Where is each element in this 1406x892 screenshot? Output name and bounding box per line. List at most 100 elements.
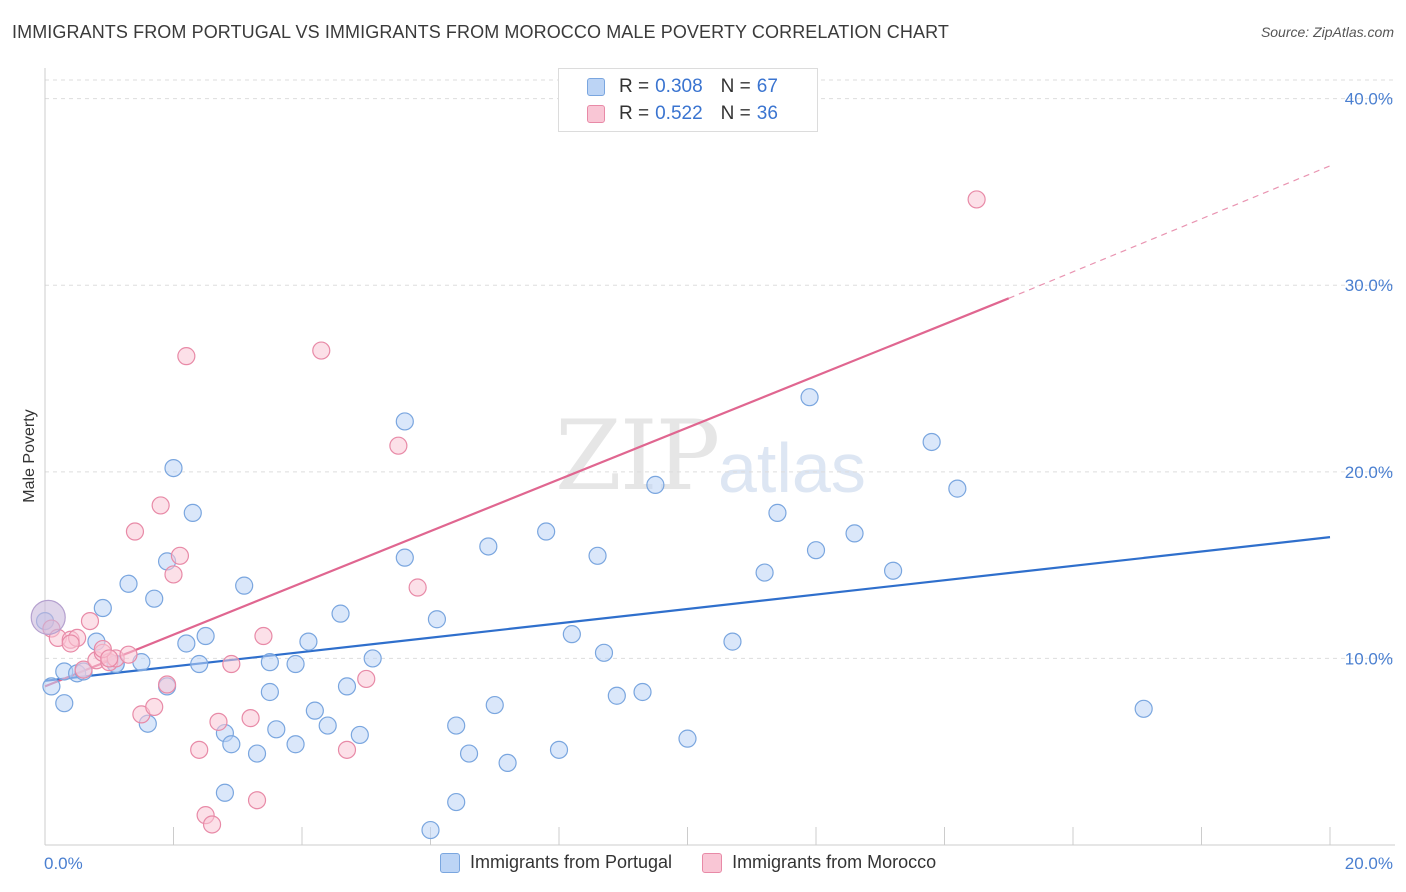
portugal-point <box>363 649 382 668</box>
tick-labels: 10.0% 20.0% 30.0% 40.0% 0.0% 20.0% <box>44 90 1393 873</box>
portugal-point <box>421 820 440 840</box>
morocco-point <box>61 634 80 653</box>
portugal-point <box>196 626 215 646</box>
morocco-swatch <box>702 852 723 873</box>
morocco-point <box>151 496 170 515</box>
portugal-point <box>562 625 581 644</box>
legend-row-morocco: R = 0.522 N = 36 <box>587 102 778 126</box>
morocco-point <box>202 815 222 834</box>
portugal-point <box>594 643 614 662</box>
x-tick-label: 20.0% <box>1345 854 1393 873</box>
portugal-point <box>93 598 112 618</box>
portugal-point <box>222 735 241 754</box>
legend-row-portugal: R = 0.308 N = 67 <box>587 75 778 99</box>
portugal-point <box>845 524 864 543</box>
y-axis-title: Male Poverty <box>21 409 38 502</box>
trend-lines <box>44 165 1331 688</box>
portugal-point <box>395 412 414 431</box>
morocco-point <box>247 791 267 810</box>
legend-n-label: N = <box>720 103 751 124</box>
morocco-point <box>408 578 427 597</box>
portugal-point <box>498 753 517 773</box>
legend-r-value: 0.308 <box>655 76 703 97</box>
portugal-point <box>55 694 74 713</box>
portugal-point <box>42 677 61 696</box>
portugal-point <box>549 740 569 759</box>
portugal-point <box>447 792 466 812</box>
morocco-trend-extension <box>1008 165 1331 299</box>
legend-label-portugal: Immigrants from Portugal <box>470 852 673 872</box>
legend-n-value: 67 <box>756 76 778 97</box>
legend-item-morocco[interactable]: Immigrants from Morocco <box>702 852 936 873</box>
portugal-point <box>190 654 209 674</box>
portugal-point <box>1134 699 1153 718</box>
morocco-point <box>157 675 177 694</box>
portugal-point <box>883 561 903 580</box>
portugal-point <box>459 744 479 763</box>
legend-r-label: R = <box>619 76 650 97</box>
portugal-point <box>247 744 267 763</box>
portugal-point <box>755 563 774 582</box>
morocco-point <box>254 626 273 646</box>
portugal-swatch <box>587 78 605 96</box>
morocco-point <box>177 347 196 366</box>
morocco-point <box>80 611 100 631</box>
morocco-point <box>119 645 138 664</box>
gridlines <box>45 79 1395 659</box>
morocco-point <box>389 436 408 455</box>
y-tick-label: 40.0% <box>1345 90 1393 109</box>
portugal-point <box>723 632 742 651</box>
legend-label-morocco: Immigrants from Morocco <box>732 852 937 872</box>
series-legend: Immigrants from Portugal Immigrants from… <box>440 852 966 873</box>
portugal-swatch <box>440 852 460 873</box>
portugal-point <box>318 716 337 735</box>
portugal-point <box>299 632 318 651</box>
morocco-point <box>125 522 145 541</box>
portugal-point <box>145 589 164 608</box>
portugal-point <box>30 599 66 635</box>
morocco-point <box>222 654 241 674</box>
portugal-point <box>177 634 196 653</box>
portugal-point <box>447 716 466 735</box>
portugal-point <box>119 574 138 593</box>
correlation-legend: R = 0.308 N = 67 R = 0.522 N = 36 <box>558 68 818 132</box>
morocco-point <box>312 341 331 360</box>
portugal-point <box>806 541 826 560</box>
portugal-trend-line <box>44 536 1331 682</box>
watermark-zip: ZIP <box>555 400 720 512</box>
portugal-point <box>588 546 607 565</box>
morocco-point <box>209 712 228 731</box>
x-tick-label: 0.0% <box>44 854 83 873</box>
source-label: Source: ZipAtlas.com <box>1260 24 1394 40</box>
portugal-point <box>395 548 414 567</box>
portugal-point <box>479 537 498 556</box>
legend-n-label: N = <box>720 76 751 97</box>
portugal-point <box>607 686 626 705</box>
morocco-point <box>357 669 376 689</box>
morocco-point <box>164 565 183 584</box>
portugal-point <box>646 475 665 494</box>
legend-item-portugal[interactable]: Immigrants from Portugal <box>440 852 672 873</box>
portugal-point <box>286 654 305 674</box>
y-tick-label: 30.0% <box>1345 276 1393 295</box>
morocco-point <box>145 697 164 717</box>
portugal-point <box>800 388 819 407</box>
y-tick-label: 20.0% <box>1345 463 1393 482</box>
morocco-point <box>337 740 357 759</box>
portugal-point <box>537 522 556 541</box>
portugal-point <box>305 701 324 720</box>
morocco-point <box>170 546 190 565</box>
morocco-point <box>967 190 986 209</box>
portugal-point <box>260 653 279 672</box>
portugal-point <box>260 682 279 702</box>
portugal-point <box>948 479 967 498</box>
portugal-point <box>922 432 941 452</box>
portugal-point <box>350 725 369 745</box>
morocco-point <box>190 740 209 759</box>
portugal-point <box>215 783 234 802</box>
portugal-point <box>235 576 254 595</box>
watermark-atlas: atlas <box>718 429 866 507</box>
portugal-point <box>183 503 202 522</box>
legend-r-value: 0.522 <box>655 103 703 124</box>
